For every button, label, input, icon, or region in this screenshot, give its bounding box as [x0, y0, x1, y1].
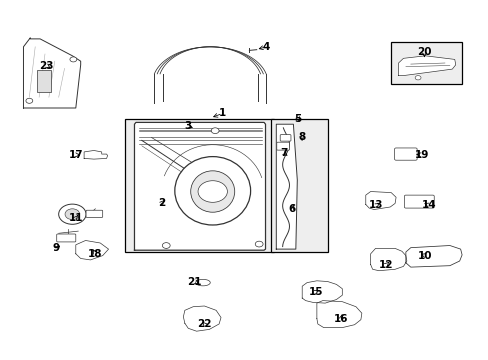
Polygon shape: [365, 192, 395, 210]
Text: 8: 8: [298, 132, 305, 142]
Text: 10: 10: [417, 251, 432, 261]
FancyBboxPatch shape: [86, 210, 102, 217]
Text: 23: 23: [39, 60, 54, 71]
Circle shape: [26, 98, 33, 103]
Text: 21: 21: [187, 276, 202, 287]
Text: 2: 2: [158, 198, 164, 208]
Text: 20: 20: [416, 47, 431, 57]
Text: 5: 5: [294, 114, 301, 124]
Text: 15: 15: [308, 287, 323, 297]
Text: 9: 9: [53, 243, 60, 253]
Circle shape: [255, 241, 263, 247]
FancyBboxPatch shape: [276, 142, 289, 150]
Circle shape: [198, 181, 227, 202]
Text: 18: 18: [88, 249, 102, 259]
FancyBboxPatch shape: [280, 135, 290, 141]
Text: 12: 12: [378, 260, 393, 270]
Circle shape: [162, 243, 170, 248]
Ellipse shape: [175, 157, 250, 225]
Circle shape: [70, 57, 77, 62]
Polygon shape: [84, 150, 107, 159]
Text: 16: 16: [333, 314, 348, 324]
Text: 14: 14: [421, 200, 436, 210]
Text: 3: 3: [184, 121, 191, 131]
Text: 7: 7: [279, 148, 287, 158]
Polygon shape: [134, 122, 265, 250]
Bar: [124, 119, 273, 252]
Text: 17: 17: [68, 150, 83, 160]
Bar: [390, 42, 461, 84]
Circle shape: [211, 128, 219, 134]
Text: 19: 19: [413, 150, 428, 160]
Polygon shape: [183, 306, 221, 331]
Text: 11: 11: [68, 213, 83, 223]
FancyBboxPatch shape: [394, 148, 416, 160]
Text: 4: 4: [262, 42, 270, 52]
Bar: [37, 70, 51, 92]
Text: 13: 13: [368, 200, 383, 210]
Polygon shape: [302, 281, 342, 303]
Polygon shape: [276, 124, 297, 249]
Circle shape: [414, 76, 420, 80]
Text: 6: 6: [288, 204, 295, 214]
Polygon shape: [316, 301, 361, 328]
Text: 1: 1: [219, 108, 225, 118]
Polygon shape: [76, 240, 108, 260]
Ellipse shape: [195, 279, 210, 286]
Polygon shape: [398, 56, 455, 76]
Bar: [271, 119, 327, 252]
Polygon shape: [405, 246, 461, 267]
FancyBboxPatch shape: [404, 195, 433, 208]
Polygon shape: [23, 38, 81, 108]
FancyBboxPatch shape: [57, 234, 76, 242]
Circle shape: [65, 209, 80, 220]
Text: 22: 22: [197, 319, 211, 329]
Circle shape: [59, 204, 86, 224]
Polygon shape: [370, 248, 406, 271]
Ellipse shape: [190, 171, 234, 212]
